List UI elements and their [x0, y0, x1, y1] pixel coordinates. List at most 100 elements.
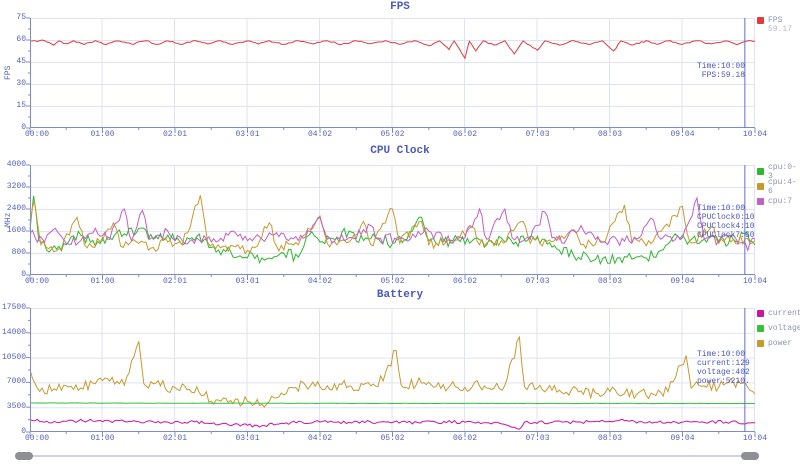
cpu7-legend-swatch: [757, 198, 764, 205]
y-tick-label: 1600: [6, 226, 26, 235]
current-legend-label: current: [768, 309, 800, 318]
x-tick-label: 07:03: [525, 434, 550, 443]
tooltip-line: Time:10:00: [697, 350, 746, 359]
x-tick-label: 02:01: [162, 130, 187, 139]
legend-item-cpu4-6[interactable]: cpu:4-6: [757, 177, 800, 196]
battery-legend: current voltage power: [757, 306, 800, 351]
series-power: [29, 335, 756, 408]
battery-chart-title: Battery: [376, 289, 424, 301]
y-tick-label: 4000: [6, 160, 26, 169]
tooltip-line: CPUClock4:10: [697, 222, 755, 231]
fps-legend-value: 59.17: [768, 25, 793, 34]
cpu-plot-area[interactable]: [26, 164, 756, 279]
legend-item-cpu0-3[interactable]: cpu:0-3: [757, 162, 800, 181]
voltage-legend-label: voltage: [768, 324, 800, 333]
power-legend-swatch: [757, 340, 764, 347]
x-tick-label: 08:03: [597, 434, 622, 443]
fps-legend: FPS 59.17: [757, 13, 792, 34]
x-tick-label: 06:02: [452, 434, 477, 443]
slider-track[interactable]: [24, 455, 750, 457]
x-tick-label: 00:00: [24, 277, 49, 286]
x-tick-label: 09:04: [670, 277, 695, 286]
battery-chart-panel: Battery current voltage power Time:10:00…: [0, 288, 800, 448]
y-tick-label: 45: [16, 57, 26, 66]
fps-chart-title: FPS: [390, 1, 410, 13]
legend-item-power[interactable]: power: [757, 336, 800, 351]
x-tick-label: 06:02: [452, 277, 477, 286]
battery-tooltip: Time:10:00 current:129 voltage:402 power…: [697, 350, 755, 386]
x-tick-label: 03:01: [235, 434, 260, 443]
cpu-chart-title: CPU Clock: [370, 145, 430, 157]
legend-item-voltage[interactable]: voltage: [757, 321, 800, 336]
x-tick-label: 02:01: [162, 434, 187, 443]
cpu-legend: cpu:0-3 cpu:4-6 cpu:7: [757, 162, 800, 209]
fps-chart-panel: FPS FPS FPS 59.17 Time:10:00 FPS:59.18 0…: [0, 0, 800, 144]
x-tick-label: 01:00: [90, 277, 115, 286]
x-tick-label: 08:03: [597, 277, 622, 286]
y-tick-label: 15: [16, 101, 26, 110]
series-current: [29, 418, 756, 430]
cpu4-6-legend-swatch: [757, 183, 764, 190]
y-tick-label: 14000: [1, 327, 26, 337]
y-tick-label: 7000: [6, 377, 26, 387]
tooltip-line: voltage:402: [697, 368, 750, 377]
x-tick-label: 04:02: [307, 130, 332, 139]
x-tick-label: 08:03: [597, 130, 622, 139]
power-legend-label: power: [768, 339, 793, 348]
y-tick-label: 3200: [6, 182, 26, 191]
y-tick-label: 800: [11, 248, 26, 257]
tooltip-line: CPUClock0:10: [697, 213, 755, 222]
x-tick-label: 05:02: [380, 434, 405, 443]
x-tick-label: 07:03: [525, 277, 550, 286]
tooltip-line: Time:10:00: [697, 204, 746, 213]
tooltip-line: power:5210.: [697, 377, 750, 386]
x-tick-label: 03:01: [235, 130, 260, 139]
tooltip-line: FPS:59.18: [701, 71, 745, 80]
legend-item-cpu7[interactable]: cpu:7: [757, 194, 800, 209]
fps-legend-label: FPS: [768, 16, 783, 25]
x-tick-label: 06:02: [452, 130, 477, 139]
voltage-legend-swatch: [757, 325, 764, 332]
cpu4-6-legend-label: cpu:4-6: [768, 177, 797, 196]
time-range-slider[interactable]: [0, 448, 800, 469]
y-tick-label: 60: [16, 35, 26, 44]
legend-item-current[interactable]: current: [757, 306, 800, 321]
current-legend-swatch: [757, 310, 764, 317]
tooltip-line: CPUClock7:60: [697, 231, 755, 240]
x-tick-label: 02:01: [162, 277, 187, 286]
cpu-clock-chart-panel: CPU Clock MHz cpu:0-3 cpu:4-6 cpu:7 Time…: [0, 144, 800, 288]
x-tick-label: 04:02: [307, 434, 332, 443]
x-tick-label: 09:04: [670, 130, 695, 139]
x-tick-label: 10:04: [742, 277, 767, 286]
slider-handle-left[interactable]: [15, 452, 33, 460]
y-tick-label: 0: [21, 270, 26, 279]
tooltip-line: Time:10:00: [696, 62, 745, 71]
slider-handle-right[interactable]: [741, 452, 759, 460]
x-tick-label: 05:02: [380, 130, 405, 139]
cpu7-legend-label: cpu:7: [768, 197, 793, 206]
fps-legend-swatch: [757, 17, 764, 24]
cpu-tooltip: Time:10:00 CPUClock0:10 CPUClock4:10 CPU…: [697, 204, 755, 240]
x-tick-label: 09:04: [670, 434, 695, 443]
series-cpu:7: [29, 196, 756, 252]
battery-plot-area[interactable]: [26, 307, 756, 436]
tooltip-line: current:129: [697, 359, 750, 368]
x-tick-label: 01:00: [90, 434, 115, 443]
legend-item-fps[interactable]: FPS: [757, 13, 792, 28]
x-tick-label: 07:03: [525, 130, 550, 139]
series-FPS: [29, 39, 756, 60]
cpu0-3-legend-label: cpu:0-3: [768, 162, 797, 181]
y-tick-label: 0: [21, 123, 26, 132]
x-tick-label: 03:01: [235, 277, 260, 286]
cpu0-3-legend-swatch: [757, 168, 764, 175]
x-tick-label: 05:02: [380, 277, 405, 286]
fps-plot-area[interactable]: [26, 17, 756, 132]
series-voltage: [29, 402, 756, 405]
x-tick-label: 10:04: [742, 130, 767, 139]
x-tick-label: 04:02: [307, 277, 332, 286]
y-tick-label: 2400: [6, 204, 26, 213]
y-tick-label: 75: [16, 13, 26, 22]
x-tick-label: 00:00: [24, 434, 49, 443]
y-tick-label: 0: [21, 427, 26, 436]
